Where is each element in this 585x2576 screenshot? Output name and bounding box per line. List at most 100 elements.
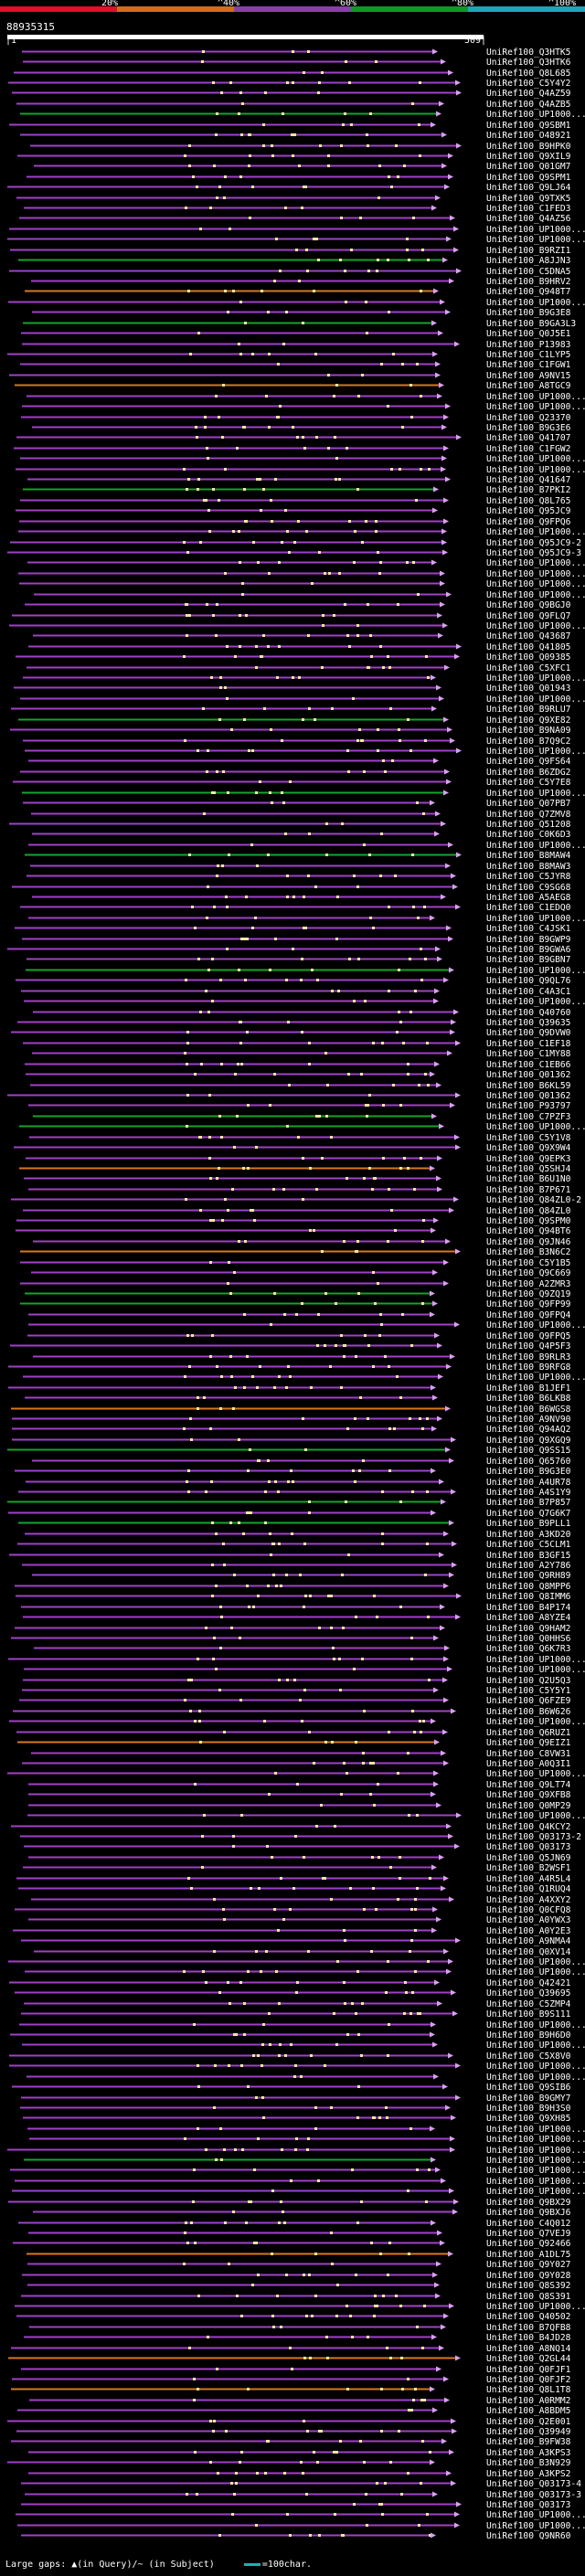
hit-label[interactable]: UniRef100_B4P174 [486,1603,571,1613]
hit-label[interactable]: UniRef100_Q6FZE9 [486,1696,571,1706]
hit-label[interactable]: UniRef100_Q09385 [486,652,570,663]
hit-label[interactable]: UniRef100_Q9FPQ6 [486,517,571,527]
hit-row[interactable]: UniRef100_Q03173-3 [25,2490,581,2500]
hit-row[interactable]: UniRef100_Q09385 [16,652,570,663]
hit-row[interactable]: UniRef100_UP1000... [9,1717,585,1727]
hit-row[interactable]: UniRef100_Q4AZB5 [16,100,570,110]
hit-label[interactable]: UniRef100_Q01943 [486,684,571,694]
hit-label[interactable]: UniRef100_P93797 [486,1101,571,1111]
hit-label[interactable]: UniRef100_UP1000... [486,1373,585,1383]
hit-label[interactable]: UniRef100_A4R5L4 [486,1874,571,1884]
hit-row[interactable]: UniRef100_C5CLM1 [17,1540,571,1550]
hit-row[interactable]: UniRef100_C5Y1B5 [20,1258,570,1268]
hit-row[interactable]: UniRef100_C4Q012 [18,2219,570,2229]
hit-label[interactable]: UniRef100_B3N929 [486,2458,571,2468]
hit-label[interactable]: UniRef100_UP1000... [486,465,585,475]
hit-row[interactable]: UniRef100_C7PZF3 [33,1112,571,1122]
hit-row[interactable]: UniRef100_Q41805 [28,642,570,652]
hit-row[interactable]: UniRef100_B9PLL1 [18,1519,571,1529]
hit-label[interactable]: UniRef100_Q9FP99 [486,1299,571,1309]
hit-row[interactable]: UniRef100_C9SG68 [12,883,571,893]
hit-label[interactable]: UniRef100_Q7VEJ9 [486,2229,571,2239]
hit-row[interactable]: UniRef100_Q9FS64 [28,757,571,767]
hit-row[interactable]: UniRef100_Q39635 [17,1018,570,1028]
hit-row[interactable]: UniRef100_UP1000... [16,2510,585,2520]
hit-row[interactable]: UniRef100_A8TGC9 [15,381,571,391]
hit-row[interactable]: UniRef100_Q0FJF2 [12,2375,570,2385]
hit-label[interactable]: UniRef100_Q9FPQ5 [486,1331,570,1341]
hit-row[interactable]: UniRef100_Q01362 [26,1070,570,1080]
hit-row[interactable]: UniRef100_A8YZE4 [23,1613,571,1623]
hit-row[interactable]: UniRef100_B9GMY7 [21,2094,571,2104]
hit-label[interactable]: UniRef100_Q8S391 [486,2292,571,2302]
hit-label[interactable]: UniRef100_A4UR78 [486,1478,571,1488]
hit-label[interactable]: UniRef100_Q42421 [486,1978,571,1988]
hit-row[interactable]: UniRef100_Q6K7R3 [34,1644,571,1654]
hit-row[interactable]: UniRef100_C1MY88 [32,1049,571,1059]
hit-row[interactable]: UniRef100_Q9QL76 [16,976,571,986]
hit-label[interactable]: UniRef100_Q4P5F3 [486,1341,571,1352]
hit-label[interactable]: UniRef100_Q41647 [486,475,571,485]
hit-row[interactable]: UniRef100_B4JD28 [24,2333,571,2343]
hit-label[interactable]: UniRef100_UP1000... [486,1665,585,1675]
hit-row[interactable]: UniRef100_Q8MPP6 [15,1582,571,1592]
hit-label[interactable]: UniRef100_UP1000... [486,1717,585,1727]
hit-row[interactable]: UniRef100_B7Q9C2 [23,737,570,747]
hit-label[interactable]: UniRef100_B6W626 [486,1707,571,1717]
hit-row[interactable]: UniRef100_Q4P5F3 [10,1341,571,1352]
hit-label[interactable]: UniRef100_UP1000... [486,621,585,631]
hit-label[interactable]: UniRef100_Q9XGQ9 [486,1436,571,1446]
hit-label[interactable]: UniRef100_Q01GM7 [486,162,571,172]
hit-row[interactable]: UniRef100_UP1000... [15,2177,585,2187]
hit-row[interactable]: UniRef100_B9FW38 [11,2437,571,2447]
hit-label[interactable]: UniRef100_UP1000... [486,1122,585,1132]
hit-row[interactable]: UniRef100_A3KPS3 [28,2448,571,2458]
hit-row[interactable]: UniRef100_B2WSF1 [23,1863,571,1873]
hit-row[interactable]: UniRef100_Q8S391 [21,2292,571,2302]
hit-label[interactable]: UniRef100_UP1000... [486,1769,585,1779]
hit-label[interactable]: UniRef100_B9HRV2 [486,277,570,287]
hit-row[interactable]: UniRef100_Q23370 [21,413,571,423]
hit-label[interactable]: UniRef100_A0Y2E3 [486,1926,571,1936]
hit-row[interactable]: UniRef100_B9GWA6 [7,945,571,955]
hit-row[interactable]: UniRef100_A1DL75 [27,2250,570,2260]
hit-label[interactable]: UniRef100_Q94AQ2 [486,1425,570,1435]
hit-label[interactable]: UniRef100_UP1000... [486,402,585,412]
hit-row[interactable]: UniRef100_A4XXY2 [31,1895,570,1905]
hit-row[interactable]: UniRef100_UP1000... [7,1769,585,1779]
hit-row[interactable]: UniRef100_Q94AQ2 [12,1425,570,1435]
hit-row[interactable]: UniRef100_A2Y786 [22,1561,571,1571]
hit-row[interactable]: UniRef100_Q40760 [33,1008,571,1018]
hit-label[interactable]: UniRef100_B9PLL1 [486,1519,571,1529]
hit-label[interactable]: UniRef100_Q9SPM0 [486,1216,571,1226]
hit-label[interactable]: UniRef100_Q03173 [486,1842,571,1852]
hit-row[interactable]: UniRef100_A0YWX3 [28,1915,571,1925]
hit-label[interactable]: UniRef100_UP1000... [486,997,585,1007]
hit-label[interactable]: UniRef100_A4S1Y9 [486,1488,571,1498]
hit-label[interactable]: UniRef100_A5AEG8 [486,893,571,903]
hit-row[interactable]: UniRef100_Q39695 [15,1988,570,1998]
hit-row[interactable]: UniRef100_B6WGS8 [11,1405,571,1415]
hit-label[interactable]: UniRef100_B3N6C2 [486,1247,570,1257]
hit-row[interactable]: UniRef100_UP1000... [28,841,585,851]
hit-label[interactable]: UniRef100_Q9BXJ6 [486,2208,571,2218]
hit-label[interactable]: UniRef100_Q39949 [486,2427,571,2437]
hit-row[interactable]: UniRef100_B7PKI2 [23,485,570,495]
hit-label[interactable]: UniRef100_B9HPK0 [486,142,571,152]
hit-label[interactable]: UniRef100_Q2U5Q3 [486,1676,571,1686]
hit-label[interactable]: UniRef100_UP1000... [486,2135,585,2145]
hit-label[interactable]: UniRef100_UP1000... [486,558,585,568]
hit-label[interactable]: UniRef100_B3GF15 [486,1551,570,1561]
hit-row[interactable]: UniRef100_UP1000... [9,225,585,235]
hit-label[interactable]: UniRef100_B8MAW3 [486,862,571,872]
hit-label[interactable]: UniRef100_A0Q3I1 [486,1759,571,1769]
hit-row[interactable]: UniRef100_Q84ZL0 [23,1206,571,1216]
hit-label[interactable]: UniRef100_Q9DVW0 [486,1028,571,1038]
hit-row[interactable]: UniRef100_C4A3C1 [21,987,571,997]
hit-row[interactable]: UniRef100_A9NV15 [9,371,570,381]
hit-row[interactable]: UniRef100_B9S111 [21,2009,571,2019]
hit-label[interactable]: UniRef100_C1EF18 [486,1039,571,1049]
hit-label[interactable]: UniRef100_A3KPS3 [486,2448,571,2458]
hit-row[interactable]: UniRef100_UP1000... [19,1122,585,1132]
hit-label[interactable]: UniRef100_Q41707 [486,433,571,443]
